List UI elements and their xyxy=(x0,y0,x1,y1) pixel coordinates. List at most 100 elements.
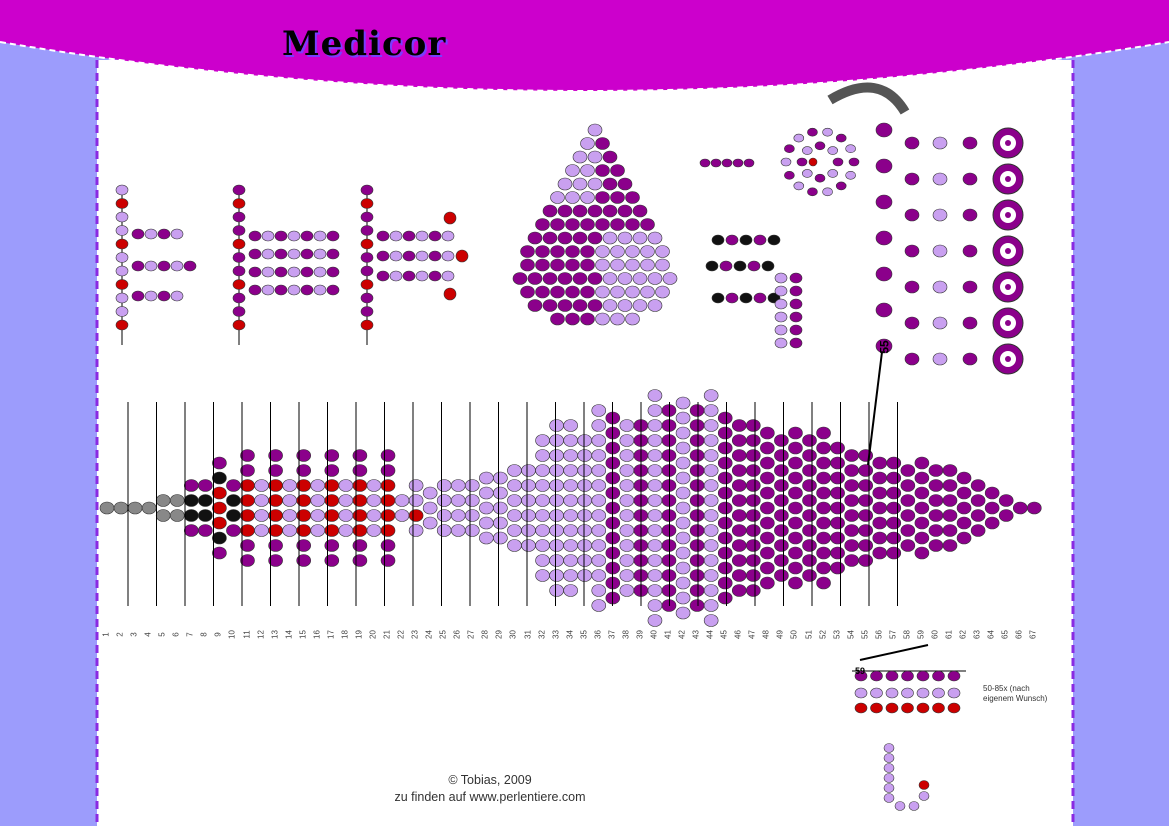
bead xyxy=(232,184,246,196)
bead xyxy=(313,230,327,242)
bead xyxy=(942,464,958,477)
bead xyxy=(830,441,845,455)
bead xyxy=(962,316,978,330)
bead xyxy=(240,524,255,537)
bead xyxy=(962,352,978,366)
bead xyxy=(835,133,847,143)
page-title: Medicor xyxy=(282,24,447,64)
scale-tick: 29 xyxy=(494,630,504,639)
bead xyxy=(703,434,719,447)
bead xyxy=(115,306,129,317)
bead xyxy=(760,486,775,500)
bead xyxy=(248,284,262,296)
scale-tick: 1 xyxy=(101,632,111,637)
bead xyxy=(557,231,573,245)
bead xyxy=(760,561,775,575)
bead xyxy=(380,554,396,567)
bead xyxy=(527,299,543,312)
bead xyxy=(313,248,327,260)
bead xyxy=(998,509,1014,522)
bead xyxy=(415,230,429,242)
bead xyxy=(632,231,648,245)
bead xyxy=(858,539,874,552)
bead xyxy=(587,272,603,285)
bead xyxy=(886,546,902,560)
bead xyxy=(689,464,705,477)
scale-tick: 43 xyxy=(691,630,701,639)
scale-tick: 20 xyxy=(368,630,378,639)
bead xyxy=(788,531,803,545)
bead xyxy=(115,211,129,223)
eye-pupil xyxy=(1005,212,1011,218)
bead xyxy=(402,270,416,282)
bead xyxy=(916,687,930,699)
bead xyxy=(115,238,129,250)
bead xyxy=(268,464,283,477)
bead xyxy=(675,561,691,575)
bead xyxy=(640,285,655,299)
bead xyxy=(360,184,374,196)
bead xyxy=(703,554,719,567)
bead xyxy=(565,191,580,204)
bead xyxy=(226,479,241,492)
bead xyxy=(274,284,288,296)
bead xyxy=(1012,501,1028,515)
bead xyxy=(198,524,213,537)
scale-tick: 38 xyxy=(621,630,631,639)
bead xyxy=(450,509,466,522)
bead xyxy=(625,258,640,272)
bead xyxy=(521,494,536,507)
bead xyxy=(617,204,633,218)
bead xyxy=(675,486,691,500)
scale-tick: 30 xyxy=(508,630,518,639)
bead xyxy=(689,539,705,552)
bead xyxy=(144,260,158,272)
scale-tick: 31 xyxy=(523,630,532,639)
bead xyxy=(703,539,719,552)
bead xyxy=(717,456,733,470)
bead xyxy=(535,285,550,299)
bead xyxy=(572,231,588,245)
bead xyxy=(282,524,297,537)
scale-tick: 17 xyxy=(326,630,336,639)
bead xyxy=(904,172,920,186)
bead xyxy=(710,158,722,168)
bead xyxy=(443,211,457,225)
bead xyxy=(507,494,522,507)
bead xyxy=(703,464,719,477)
bead xyxy=(296,554,312,567)
bead xyxy=(324,494,340,507)
bead xyxy=(858,524,874,537)
curved-arrow xyxy=(827,82,910,115)
eye-pupil xyxy=(1005,320,1011,326)
label-55: 55 xyxy=(877,340,892,354)
bead xyxy=(436,479,452,492)
bead xyxy=(647,464,663,477)
bead xyxy=(640,258,655,272)
bead xyxy=(296,539,312,552)
bead xyxy=(521,479,536,492)
bead xyxy=(883,743,895,753)
bead xyxy=(577,539,593,552)
bead xyxy=(932,244,948,258)
scale-tick: 47 xyxy=(747,630,757,639)
bead xyxy=(928,539,944,552)
bead xyxy=(617,272,633,285)
bead xyxy=(131,290,145,302)
bead xyxy=(675,396,691,410)
bead xyxy=(366,494,382,507)
bead xyxy=(212,501,227,515)
bead xyxy=(521,509,536,522)
bead xyxy=(376,230,390,242)
bead xyxy=(591,419,607,432)
bead xyxy=(595,258,610,272)
bead xyxy=(441,230,455,242)
bead xyxy=(610,218,625,231)
bead xyxy=(932,352,948,366)
scale-tick: 18 xyxy=(340,630,350,639)
bead xyxy=(632,272,648,285)
bead xyxy=(932,316,948,330)
bead xyxy=(549,524,564,537)
bead xyxy=(115,292,129,304)
bead xyxy=(731,569,747,582)
